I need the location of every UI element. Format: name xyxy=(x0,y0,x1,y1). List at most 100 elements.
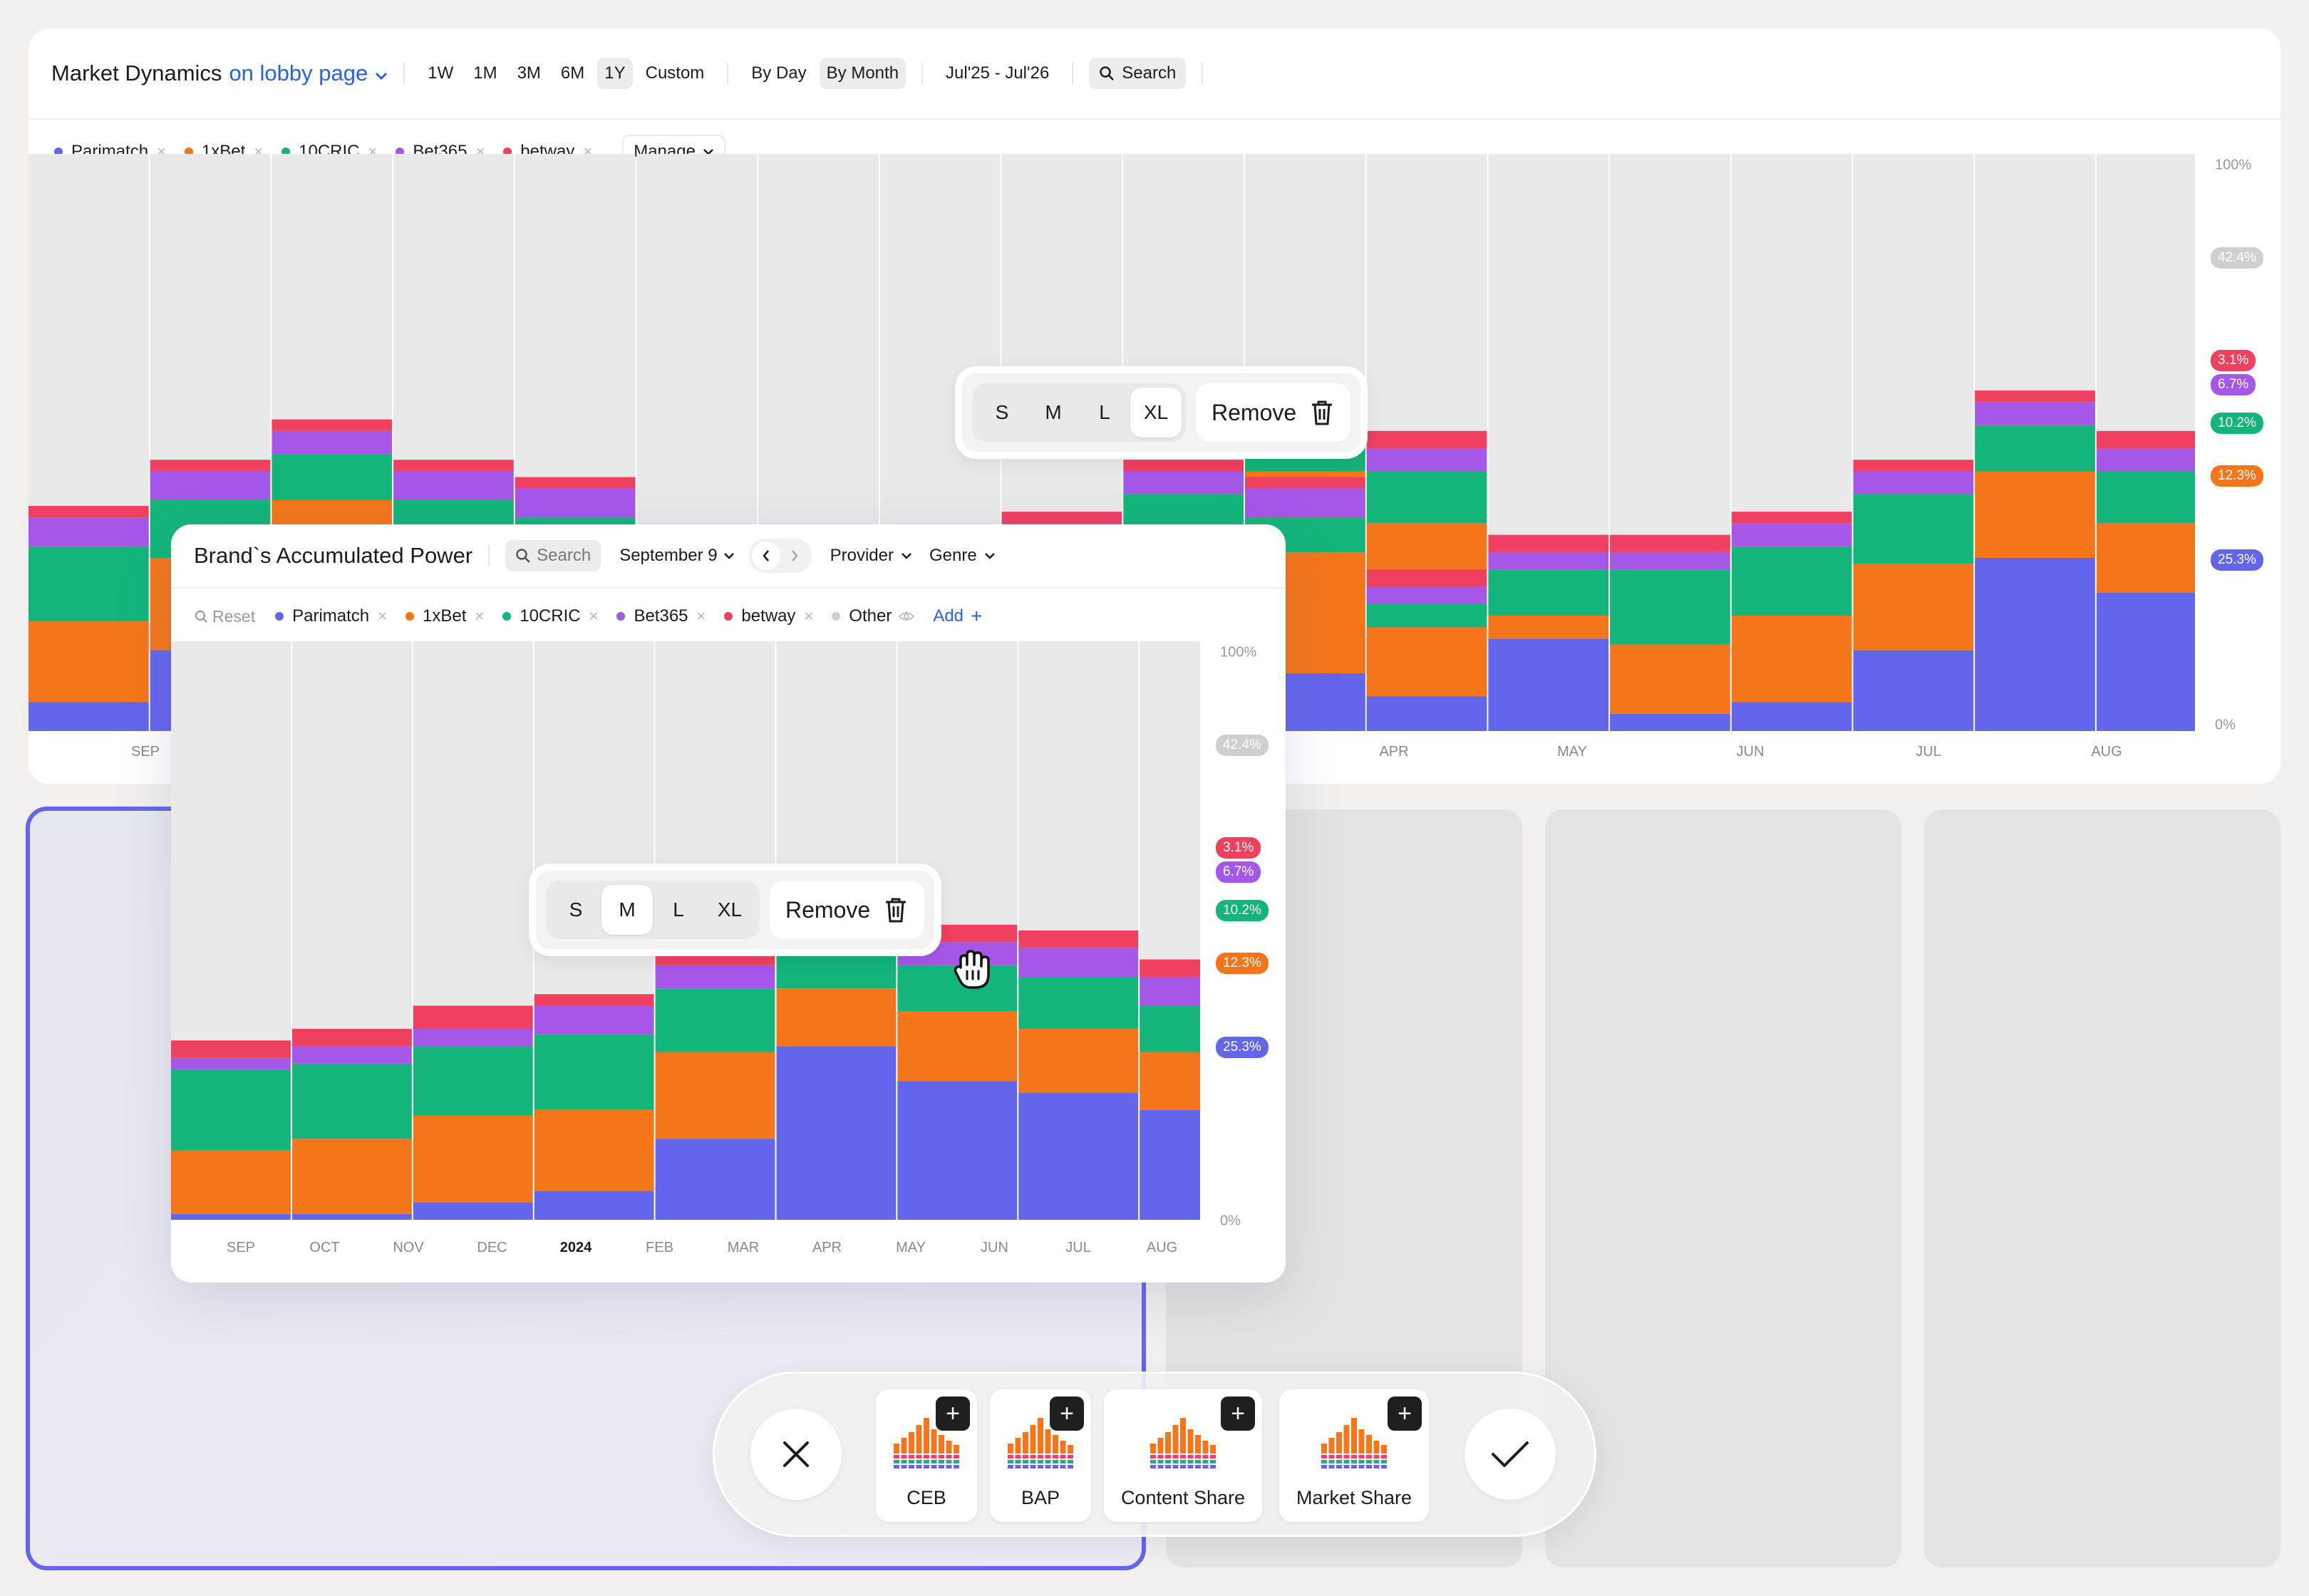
bar-segment-betway[interactable] xyxy=(291,1029,412,1047)
remove-button[interactable]: Remove xyxy=(770,881,925,939)
bar-segment-betway[interactable] xyxy=(272,419,393,431)
remove-series-icon[interactable]: × xyxy=(475,607,485,625)
bar-segment-tencric[interactable] xyxy=(1975,425,2095,472)
bar-segment-onexbet[interactable] xyxy=(1488,616,1609,639)
bar-segment-betway[interactable] xyxy=(1245,477,1365,489)
bar-segment-onexbet[interactable] xyxy=(2096,523,2195,593)
bar-segment-parimatch[interactable] xyxy=(1488,638,1609,731)
bar-segment-tencric[interactable] xyxy=(1731,546,1852,616)
bar-segment-tencric[interactable] xyxy=(1366,603,1487,628)
bar-segment-tencric[interactable] xyxy=(272,454,393,500)
legend-item-onexbet[interactable]: 1xBet × xyxy=(406,606,484,626)
plus-icon[interactable]: + xyxy=(1388,1396,1422,1431)
widget-option-market-share[interactable]: + Market Share xyxy=(1279,1389,1429,1522)
range-button-1w[interactable]: 1W xyxy=(428,63,454,83)
range-button-3m[interactable]: 3M xyxy=(517,63,541,83)
market-context-dropdown[interactable]: on lobby page xyxy=(229,61,388,86)
bar-segment-bet365[interactable] xyxy=(1975,402,2095,425)
bar-segment-tencric[interactable] xyxy=(1018,976,1139,1030)
bap-search-button[interactable]: Search xyxy=(505,540,601,571)
bar-segment-onexbet[interactable] xyxy=(1853,564,1974,651)
bar-segment-onexbet[interactable] xyxy=(413,1115,533,1203)
bar-segment-bet365[interactable] xyxy=(515,488,636,518)
bar-segment-betway[interactable] xyxy=(534,994,654,1006)
bar-segment-bet365[interactable] xyxy=(2096,448,2195,472)
legend-item-bet365[interactable]: Bet365 × xyxy=(616,606,706,626)
confirm-button[interactable] xyxy=(1465,1409,1556,1500)
filter-genre[interactable]: Genre xyxy=(929,546,996,566)
bar-segment-tencric[interactable] xyxy=(413,1046,533,1116)
remove-series-icon[interactable]: × xyxy=(696,607,706,625)
size-option-m[interactable]: M xyxy=(601,885,653,935)
bar-segment-betway[interactable] xyxy=(393,460,514,472)
search-button[interactable]: Search xyxy=(1089,58,1187,89)
bar-segment-betway[interactable] xyxy=(1366,430,1487,449)
size-option-s[interactable]: S xyxy=(569,898,583,921)
bar-segment-betway[interactable] xyxy=(1610,534,1730,552)
bar-segment-onexbet[interactable] xyxy=(1366,627,1487,697)
legend-item-parimatch[interactable]: Parimatch × xyxy=(275,606,387,626)
bar-segment-tencric[interactable] xyxy=(1610,569,1730,645)
size-option-l[interactable]: L xyxy=(1099,401,1110,423)
bar-segment-bet365[interactable] xyxy=(1366,448,1487,472)
bar-segment-betway[interactable] xyxy=(655,953,775,965)
range-button-6m[interactable]: 6M xyxy=(560,63,585,83)
chevron-right-icon[interactable] xyxy=(780,542,809,570)
granularity-button-by-month[interactable]: By Month xyxy=(819,58,906,89)
bar-segment-bet365[interactable] xyxy=(1366,586,1487,604)
legend-item-tencric[interactable]: 10CRIC × xyxy=(502,606,598,626)
bar-segment-bet365[interactable] xyxy=(534,1005,654,1035)
bar-segment-parimatch[interactable] xyxy=(1853,650,1974,731)
bar-segment-onexbet[interactable] xyxy=(1018,1029,1139,1093)
bar-segment-parimatch[interactable] xyxy=(1610,713,1730,731)
bar-segment-betway[interactable] xyxy=(1853,460,1974,472)
bar-segment-parimatch[interactable] xyxy=(171,1213,291,1220)
period-button[interactable]: Jul'25 - Jul'26 xyxy=(946,63,1050,83)
chevron-left-icon[interactable] xyxy=(751,542,780,570)
bar-segment-betway[interactable] xyxy=(1018,931,1139,948)
bar-segment-betway[interactable] xyxy=(1140,959,1200,977)
bar-segment-betway[interactable] xyxy=(171,1040,291,1058)
bar-segment-bet365[interactable] xyxy=(1245,488,1365,518)
granularity-button-by-day[interactable]: By Day xyxy=(751,63,807,83)
bar-segment-betway[interactable] xyxy=(1123,460,1244,472)
bar-segment-bet365[interactable] xyxy=(1610,551,1730,570)
bar-segment-bet365[interactable] xyxy=(1123,471,1244,494)
reset-button[interactable]: Reset xyxy=(194,607,255,626)
bar-segment-parimatch[interactable] xyxy=(897,1081,1018,1220)
bar-segment-bet365[interactable] xyxy=(272,430,393,455)
bar-segment-betway[interactable] xyxy=(2096,430,2195,449)
legend-item-betway[interactable]: betway × xyxy=(724,606,813,626)
filter-provider[interactable]: Provider xyxy=(830,546,912,566)
range-button-1y[interactable]: 1Y xyxy=(597,58,633,89)
bar-segment-bet365[interactable] xyxy=(413,1029,533,1047)
plus-icon[interactable]: + xyxy=(936,1396,970,1431)
size-option-xl[interactable]: XL xyxy=(717,898,743,921)
plus-icon[interactable]: + xyxy=(1221,1396,1255,1431)
bar-segment-tencric[interactable] xyxy=(291,1063,412,1139)
bar-segment-bet365[interactable] xyxy=(1018,948,1139,977)
bar-segment-parimatch[interactable] xyxy=(1366,696,1487,731)
cancel-button[interactable] xyxy=(750,1409,842,1500)
size-option-m[interactable]: M xyxy=(1045,401,1062,423)
bar-segment-parimatch[interactable] xyxy=(29,702,149,732)
bar-segment-onexbet[interactable] xyxy=(1731,616,1852,703)
bar-segment-betway[interactable] xyxy=(1731,512,1852,524)
bar-segment-tencric[interactable] xyxy=(1140,1005,1200,1052)
bar-segment-tencric[interactable] xyxy=(29,546,149,622)
size-option-s[interactable]: S xyxy=(995,401,1009,423)
bar-segment-onexbet[interactable] xyxy=(1610,644,1730,714)
bar-segment-parimatch[interactable] xyxy=(1018,1092,1139,1220)
bar-segment-parimatch[interactable] xyxy=(1975,558,2095,731)
add-button[interactable]: Add + xyxy=(933,605,982,628)
empty-slot[interactable] xyxy=(1545,809,1901,1568)
bar-segment-bet365[interactable] xyxy=(171,1057,291,1069)
bar-segment-tencric[interactable] xyxy=(1366,471,1487,524)
bar-segment-onexbet[interactable] xyxy=(534,1109,654,1191)
range-button-custom[interactable]: Custom xyxy=(645,63,705,83)
bar-segment-tencric[interactable] xyxy=(655,988,775,1052)
remove-series-icon[interactable]: × xyxy=(378,607,387,625)
bar-segment-betway[interactable] xyxy=(1488,534,1609,552)
bar-segment-onexbet[interactable] xyxy=(171,1150,291,1214)
bar-segment-parimatch[interactable] xyxy=(534,1191,654,1220)
